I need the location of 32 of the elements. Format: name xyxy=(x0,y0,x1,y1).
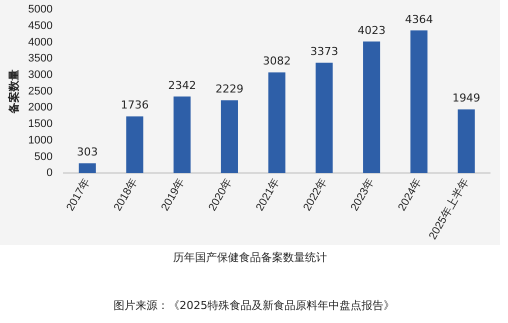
data-label: 4364 xyxy=(404,12,433,26)
data-label: 2342 xyxy=(168,78,196,92)
y-tick-label: 0 xyxy=(46,167,53,180)
bar xyxy=(220,100,238,174)
y-tick-label: 3500 xyxy=(28,52,53,65)
y-tick-label: 500 xyxy=(34,150,53,163)
data-label: 1736 xyxy=(120,98,149,112)
y-tick-label: 1000 xyxy=(28,134,53,146)
y-tick-label: 3000 xyxy=(28,69,53,82)
bar xyxy=(410,30,428,174)
text: 图片来源：《2025特殊食品及新食品原料年中盘点报告》 xyxy=(112,298,396,313)
y-tick-label: 4000 xyxy=(28,36,53,48)
data-label: 4023 xyxy=(358,24,386,37)
data-label: 2229 xyxy=(215,82,244,96)
y-tick-label: 2500 xyxy=(28,85,53,98)
bar xyxy=(458,109,475,174)
text: 历年国产保健食品备案数量统计 xyxy=(172,250,328,265)
data-label: 3373 xyxy=(310,45,338,58)
bar xyxy=(363,42,380,174)
y-tick-label: 1500 xyxy=(28,118,53,130)
data-label: 303 xyxy=(76,146,98,159)
data-label: 3082 xyxy=(262,54,291,68)
bar xyxy=(268,72,286,174)
y-tick-label: 2000 xyxy=(28,102,53,114)
y-axis-title: 备案数量 xyxy=(8,69,21,114)
data-label: 1949 xyxy=(452,92,480,105)
y-tick-label: 4500 xyxy=(28,20,53,32)
bar xyxy=(316,62,333,174)
bar xyxy=(126,116,144,174)
bar xyxy=(78,163,96,174)
y-tick-label: 5000 xyxy=(28,4,53,16)
bar xyxy=(174,96,191,174)
